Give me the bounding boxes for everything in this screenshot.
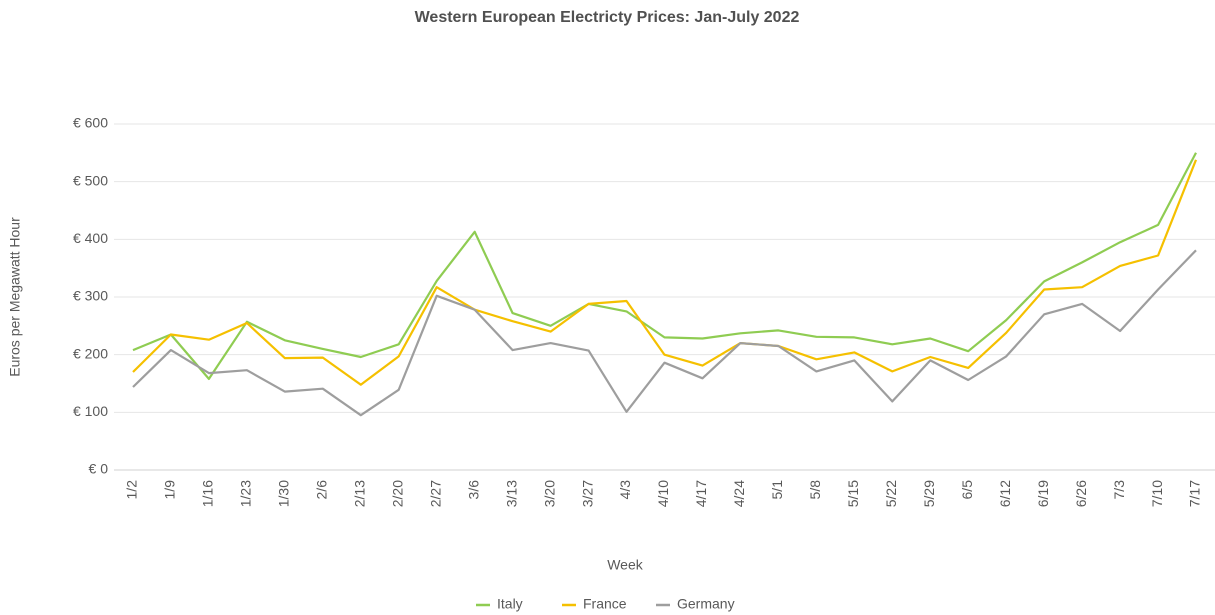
chart-title: Western European Electricty Prices: Jan-… [415,9,800,26]
y-tick-label: € 500 [73,172,108,188]
x-tick-label: 1/23 [238,480,254,507]
x-tick-label: 4/10 [655,480,671,507]
legend-label: Italy [497,596,523,612]
x-tick-label: 5/29 [921,480,937,507]
x-tick-label: 7/3 [1111,480,1127,500]
x-tick-label: 1/9 [162,480,178,500]
x-tick-label: 5/15 [845,480,861,507]
x-tick-label: 3/20 [541,480,557,507]
x-tick-label: 3/13 [503,480,519,507]
x-tick-label: 6/12 [997,480,1013,507]
y-tick-label: € 100 [73,403,108,419]
x-tick-label: 2/27 [427,480,443,507]
series-line [132,249,1197,417]
y-tick-label: € 600 [73,115,108,131]
x-tick-label: 6/5 [959,480,975,500]
y-tick-label: € 400 [73,230,108,246]
x-tick-label: 5/22 [883,480,899,507]
series-line [132,159,1198,386]
x-tick-label: 2/6 [314,480,330,500]
x-tick-label: 4/17 [693,480,709,507]
x-tick-label: 6/26 [1073,480,1089,507]
x-tick-label: 3/6 [465,480,481,500]
y-axis-label: Euros per Megawatt Hour [7,217,23,377]
x-tick-label: 1/30 [276,480,292,507]
x-tick-label: 7/17 [1187,480,1203,507]
x-tick-label: 5/8 [807,480,823,500]
x-tick-label: 4/3 [617,480,633,500]
x-tick-label: 4/24 [731,480,747,507]
x-tick-label: 3/27 [579,480,595,507]
x-tick-label: 1/16 [200,480,216,507]
y-tick-label: € 0 [89,461,109,477]
x-tick-label: 7/10 [1149,480,1165,507]
x-tick-label: 2/20 [389,480,405,507]
x-tick-label: 6/19 [1035,480,1051,507]
x-axis-label: Week [607,557,644,573]
y-tick-label: € 300 [73,288,108,304]
x-tick-label: 1/2 [124,480,140,500]
x-tick-label: 5/1 [769,480,785,500]
x-tick-label: 2/13 [351,480,367,507]
series-line [132,152,1197,380]
legend-label: France [583,596,627,612]
legend-label: Germany [677,596,735,612]
y-tick-label: € 200 [73,345,108,361]
